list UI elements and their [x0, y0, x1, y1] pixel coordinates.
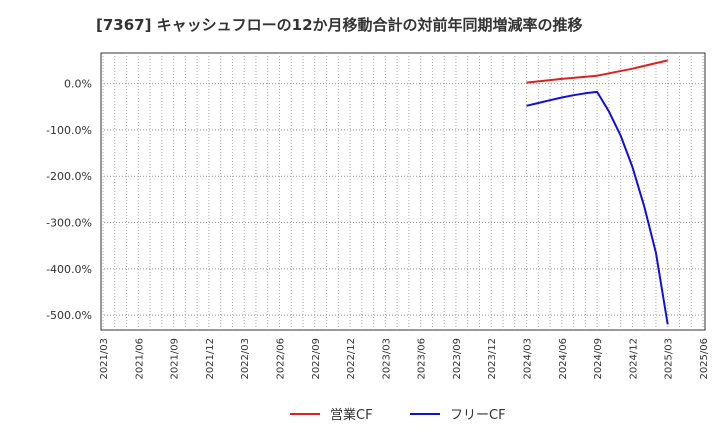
x-tick-label: 2023/09: [452, 338, 463, 380]
legend-label: 営業CF: [330, 407, 373, 423]
y-tick-label: -100.0%: [46, 124, 92, 137]
x-tick-label: 2022/09: [311, 338, 322, 380]
grid-layer: [101, 53, 705, 330]
series-line-free-cf: [526, 90, 669, 325]
x-tick-label: 2024/09: [593, 338, 604, 380]
x-tick-label: 2024/06: [558, 338, 569, 380]
y-tick-label: -200.0%: [46, 170, 92, 183]
x-tick-label: 2023/03: [381, 338, 392, 380]
legend-item-free-cf: フリーCF: [410, 408, 506, 423]
plot-area: [100, 52, 706, 331]
x-tick-label: 2022/12: [346, 338, 357, 380]
series-layer: [526, 59, 669, 325]
y-tick-label: 0.0%: [64, 78, 92, 91]
x-tick-label: 2025/03: [664, 338, 675, 380]
series-line-operating-cf: [526, 59, 668, 84]
x-tick-label: 2024/03: [523, 338, 534, 380]
x-tick-label: 2025/06: [699, 338, 710, 380]
x-tick-label: 2022/06: [275, 338, 286, 380]
x-tick-label: 2021/03: [99, 338, 110, 380]
x-tick-label: 2022/03: [240, 338, 251, 380]
y-tick-label: -500.0%: [46, 309, 92, 322]
x-axis: 2021/03 2021/06 2021/09 2021/12 2022/03 2022/…: [99, 338, 710, 380]
x-tick-label: 2021/09: [170, 338, 181, 380]
x-tick-label: 2021/06: [134, 338, 145, 380]
x-tick-label: 2023/06: [417, 338, 428, 380]
chart-title: [7367] キャッシュフローの12か月移動合計の対前年同期増減率の推移: [96, 16, 583, 34]
legend-item-operating-cf: 営業CF: [290, 407, 373, 423]
x-tick-label: 2023/12: [487, 338, 498, 380]
y-axis: 0.0% -100.0% -200.0% -300.0% -400.0% -500.0%: [46, 78, 92, 323]
x-tick-label: 2021/12: [205, 338, 216, 380]
legend: 営業CF フリーCF: [290, 407, 506, 423]
x-tick-label: 2024/12: [628, 338, 639, 380]
legend-label: フリーCF: [450, 408, 506, 423]
y-tick-label: -300.0%: [46, 217, 92, 230]
y-tick-label: -400.0%: [46, 263, 92, 276]
